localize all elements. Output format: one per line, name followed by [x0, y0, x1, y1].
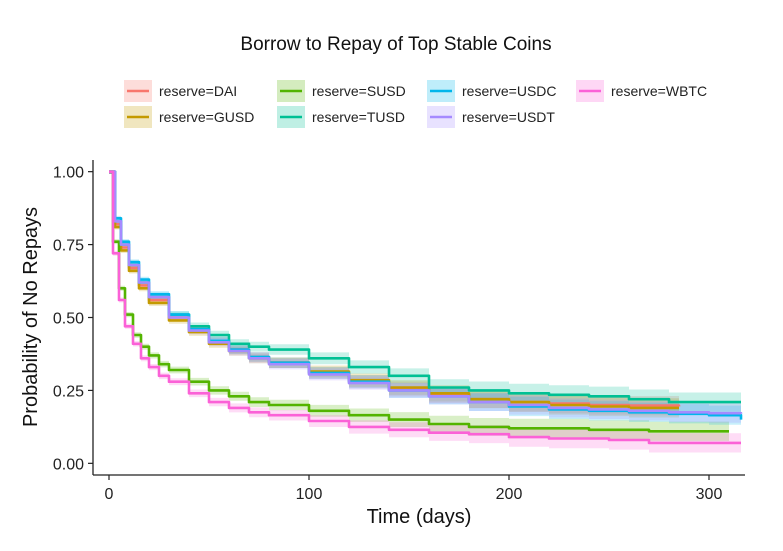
legend-label-dai: reserve=DAI [159, 83, 237, 99]
legend-label-wbtc: reserve=WBTC [611, 83, 707, 99]
legend-item-wbtc: reserve=WBTC [576, 80, 707, 102]
y-axis-label: Probability of No Repays [20, 207, 42, 427]
plot-area [109, 170, 743, 453]
survival-lines [109, 170, 743, 445]
x-tick-label: 200 [496, 486, 523, 503]
x-tick-label: 0 [105, 486, 114, 503]
series-line-susd [109, 170, 729, 433]
legend-label-usdc: reserve=USDC [462, 83, 557, 99]
x-tick-label: 300 [696, 486, 723, 503]
x-axis-label: Time (days) [367, 506, 472, 528]
series-line-usdt [109, 170, 743, 415]
legend-item-usdc: reserve=USDC [427, 80, 557, 102]
y-axis-ticks: 0.00 0.25 0.50 0.75 1.00 [53, 165, 93, 473]
legend-label-susd: reserve=SUSD [312, 83, 406, 99]
y-tick-label: 0.75 [53, 238, 84, 255]
legend-item-usdt: reserve=USDT [427, 106, 555, 128]
legend-label-usdt: reserve=USDT [462, 109, 555, 125]
legend: reserve=DAI reserve=SUSD reserve=USDC reser… [124, 80, 707, 128]
legend-label-gusd: reserve=GUSD [159, 109, 254, 125]
legend-item-susd: reserve=SUSD [277, 80, 406, 102]
legend-item-gusd: reserve=GUSD [124, 106, 254, 128]
series-line-tusd [109, 170, 741, 404]
y-tick-label: 0.50 [53, 311, 84, 328]
legend-item-dai: reserve=DAI [124, 80, 237, 102]
y-tick-label: 1.00 [53, 165, 84, 182]
y-tick-label: 0.25 [53, 383, 84, 400]
series-line-wbtc [109, 170, 741, 445]
confidence-band-usdt [109, 171, 741, 424]
legend-item-tusd: reserve=TUSD [277, 106, 405, 128]
x-axis-ticks: 0 100 200 300 [105, 475, 723, 503]
x-tick-label: 100 [296, 486, 323, 503]
confidence-band-dai [109, 171, 679, 417]
y-tick-label: 0.00 [53, 456, 84, 473]
legend-label-tusd: reserve=TUSD [312, 109, 405, 125]
chart-title: Borrow to Repay of Top Stable Coins [240, 34, 551, 55]
